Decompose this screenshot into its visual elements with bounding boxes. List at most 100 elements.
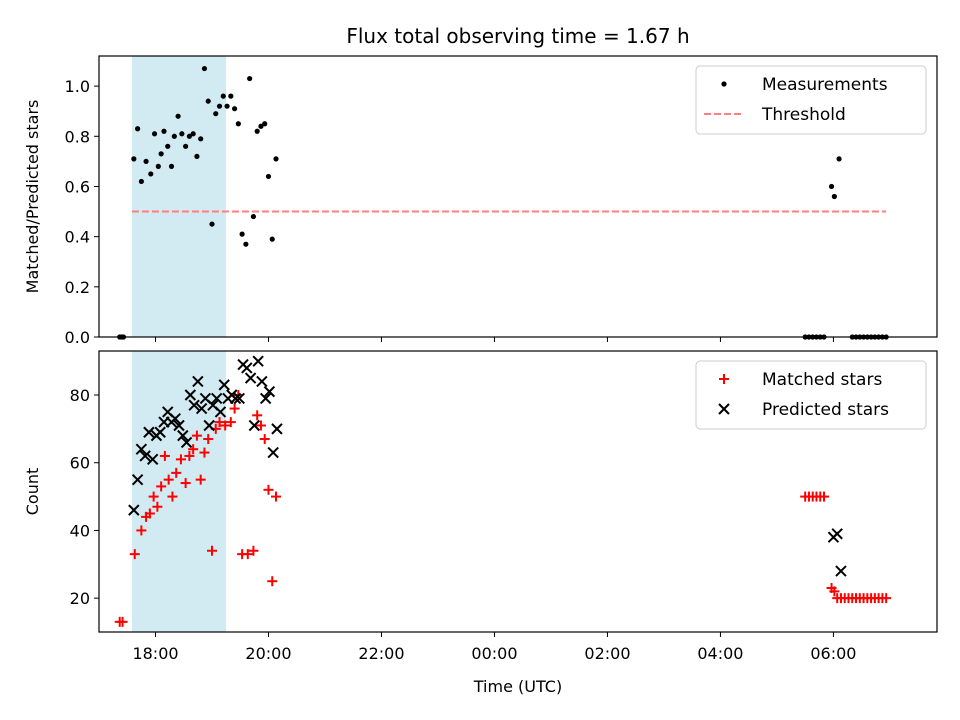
measurement-point bbox=[186, 133, 192, 139]
count-x-tick-label: 00:00 bbox=[471, 644, 517, 663]
count-y-tick-label: 20 bbox=[70, 589, 90, 608]
matched-point bbox=[159, 450, 170, 461]
predicted-point bbox=[210, 392, 223, 405]
count-legend-box bbox=[695, 360, 927, 430]
predicted-point bbox=[173, 419, 185, 432]
predicted-point bbox=[218, 379, 230, 391]
measurement-point bbox=[148, 171, 154, 177]
count-y-tick-label: 80 bbox=[70, 386, 90, 405]
measurement-point bbox=[161, 128, 167, 134]
predicted-point bbox=[263, 385, 276, 398]
measurement-point bbox=[168, 163, 175, 169]
matched-point bbox=[225, 417, 236, 428]
matched-point bbox=[167, 491, 178, 502]
ratio-panel: 0.0 0.2 0.4 0.6 0.8 1.0 Matched/Predicted sta… bbox=[23, 55, 938, 347]
measurement-point bbox=[183, 143, 189, 149]
matched-point bbox=[180, 478, 191, 489]
predicted-point bbox=[244, 372, 257, 384]
predicted-point bbox=[256, 375, 268, 388]
matched-point bbox=[199, 447, 210, 458]
matched-point bbox=[206, 545, 217, 556]
predicted-point bbox=[135, 443, 148, 455]
measurement-point bbox=[205, 98, 211, 104]
measurement-point bbox=[175, 113, 181, 119]
ratio-y-tick-label: 0.4 bbox=[65, 228, 90, 247]
measurement-point bbox=[265, 173, 272, 180]
ratio-y-tick-label: 0.0 bbox=[65, 328, 90, 347]
matched-point bbox=[117, 616, 128, 627]
measurement-point bbox=[209, 221, 215, 227]
measurement-point bbox=[258, 123, 264, 129]
predicted-point bbox=[214, 406, 227, 418]
ratio-y-axis: 0.0 0.2 0.4 0.6 0.8 1.0 bbox=[65, 77, 99, 347]
measurement-point bbox=[143, 158, 149, 164]
matched-point bbox=[129, 549, 140, 560]
count-x-tick-label: 20:00 bbox=[245, 644, 291, 663]
measurement-point bbox=[224, 103, 230, 109]
measurement-point bbox=[158, 151, 164, 157]
count-x-tick-label: 18:00 bbox=[132, 644, 178, 663]
matched-point bbox=[252, 410, 263, 421]
measurement-point bbox=[135, 126, 141, 132]
measurement-point bbox=[165, 143, 171, 149]
predicted-point bbox=[143, 426, 155, 438]
measurement-point bbox=[220, 93, 226, 99]
predicted-point bbox=[177, 429, 189, 442]
predicted-point bbox=[831, 528, 843, 540]
matched-point bbox=[259, 434, 270, 445]
ratio-highlight-span bbox=[131, 56, 227, 337]
matched-point bbox=[263, 484, 274, 495]
measurement-point bbox=[231, 106, 238, 112]
predicted-point bbox=[271, 423, 283, 435]
predicted-point bbox=[184, 389, 197, 401]
matched-point bbox=[203, 434, 214, 445]
measurement-point bbox=[216, 103, 223, 109]
measurement-point bbox=[828, 183, 835, 190]
measurement-point bbox=[250, 213, 257, 220]
predicted-point bbox=[835, 565, 847, 577]
matched-point bbox=[136, 525, 147, 536]
ratio-y-tick-label: 0.8 bbox=[65, 127, 90, 146]
matched-point bbox=[829, 586, 840, 597]
count-legend-marker bbox=[719, 374, 729, 384]
measurement-point bbox=[213, 111, 219, 117]
matched-point bbox=[184, 450, 195, 461]
count-plot-area bbox=[114, 355, 892, 627]
measurement-point bbox=[151, 131, 158, 137]
matched-point bbox=[214, 417, 225, 428]
ratio-x-axis bbox=[154, 337, 834, 342]
matched-point bbox=[152, 501, 163, 512]
ratio-y-tick-label: 0.6 bbox=[65, 177, 90, 196]
predicted-point bbox=[188, 399, 200, 411]
matched-point bbox=[220, 420, 231, 431]
matched-point bbox=[195, 474, 206, 485]
measurement-point bbox=[836, 156, 842, 162]
measurement-point bbox=[198, 136, 204, 142]
measurement-point bbox=[243, 241, 249, 247]
matched-point bbox=[881, 593, 892, 604]
count-x-axis: 18:00 20:00 22:00 00:00 02:00 04:00 06:00 bbox=[132, 632, 856, 663]
predicted-point bbox=[131, 473, 144, 486]
predicted-point bbox=[252, 355, 264, 367]
figure-title: Flux total observing time = 1.67 h bbox=[346, 24, 689, 48]
measurement-point bbox=[190, 131, 196, 137]
matched-point bbox=[271, 491, 282, 502]
predicted-point bbox=[154, 426, 166, 438]
predicted-point bbox=[248, 419, 261, 432]
count-x-tick-label: 06:00 bbox=[810, 644, 856, 663]
predicted-point bbox=[195, 402, 208, 415]
matched-point bbox=[255, 420, 266, 431]
count-highlight-span bbox=[131, 351, 227, 632]
predicted-point bbox=[139, 450, 151, 462]
measurement-point bbox=[239, 231, 245, 237]
count-axes-frame bbox=[98, 350, 938, 633]
measurement-point bbox=[273, 156, 279, 162]
count-y-tick-label: 60 bbox=[70, 454, 90, 473]
measurement-point bbox=[201, 65, 208, 72]
count-legend: Matched stars Predicted stars bbox=[695, 360, 927, 430]
predicted-point bbox=[233, 392, 246, 405]
matched-point bbox=[248, 545, 259, 556]
ratio-legend-marker bbox=[721, 81, 727, 87]
predicted-point bbox=[229, 392, 242, 405]
